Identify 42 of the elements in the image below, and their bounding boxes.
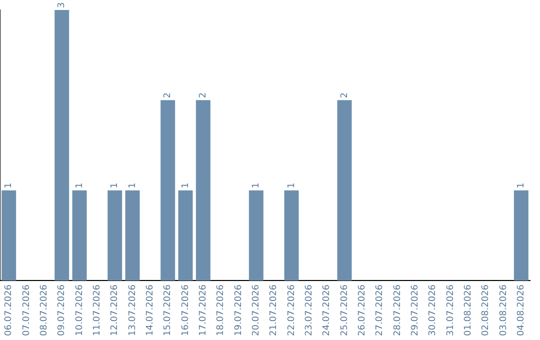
x-tick-label: 06.07.2026 [4, 284, 14, 336]
x-tick-label: 21.07.2026 [269, 284, 280, 336]
data-label: 1 [516, 182, 527, 188]
x-tick-label: 02.08.2026 [481, 284, 492, 336]
x-tick-label: 09.07.2026 [57, 284, 68, 336]
data-label: 2 [163, 92, 174, 98]
x-tick-label: 16.07.2026 [180, 284, 191, 336]
x-tick-label: 10.07.2026 [74, 284, 85, 336]
x-tick-label: 26.07.2026 [358, 284, 368, 336]
x-tick-label: 15.07.2026 [163, 284, 174, 336]
x-tick-label: 12.07.2026 [110, 284, 120, 336]
x-tick-label: 24.07.2026 [322, 284, 332, 336]
x-tick-label: 01.08.2026 [464, 284, 474, 336]
data-label: 1 [128, 182, 138, 188]
x-tick-label: 27.07.2026 [375, 284, 386, 336]
x-tick-label: 22.07.2026 [286, 284, 297, 336]
x-tick-label: 23.07.2026 [304, 284, 315, 336]
data-label: 1 [4, 182, 14, 188]
x-tick-label: 20.07.2026 [252, 284, 262, 336]
data-label: 3 [57, 2, 68, 8]
x-tick-label: 25.07.2026 [340, 284, 350, 336]
data-label: 1 [74, 182, 85, 188]
x-tick-label: 03.08.2026 [498, 284, 509, 336]
data-label: 1 [252, 182, 262, 188]
x-tick-label: 11.07.2026 [92, 284, 103, 336]
data-label: 1 [286, 182, 297, 188]
x-tick-label: 28.07.2026 [392, 284, 403, 336]
x-tick-label: 17.07.2026 [198, 284, 209, 336]
x-tick-label: 19.07.2026 [234, 284, 244, 336]
x-tick-label: 30.07.2026 [428, 284, 438, 336]
x-tick-label: 04.08.2026 [516, 284, 527, 336]
data-label: 2 [198, 92, 209, 98]
data-label: 1 [180, 182, 191, 188]
x-tick-label: 18.07.2026 [216, 284, 226, 336]
x-tick-label: 07.07.2026 [22, 284, 32, 336]
data-label: 1 [110, 182, 120, 188]
x-tick-label: 29.07.2026 [410, 284, 421, 336]
x-tick-label: 14.07.2026 [146, 284, 156, 336]
x-tick-label: 31.07.2026 [446, 284, 456, 336]
x-tick-label: 13.07.2026 [128, 284, 138, 336]
x-tick-label: 08.07.2026 [40, 284, 50, 336]
data-label: 2 [340, 92, 350, 98]
